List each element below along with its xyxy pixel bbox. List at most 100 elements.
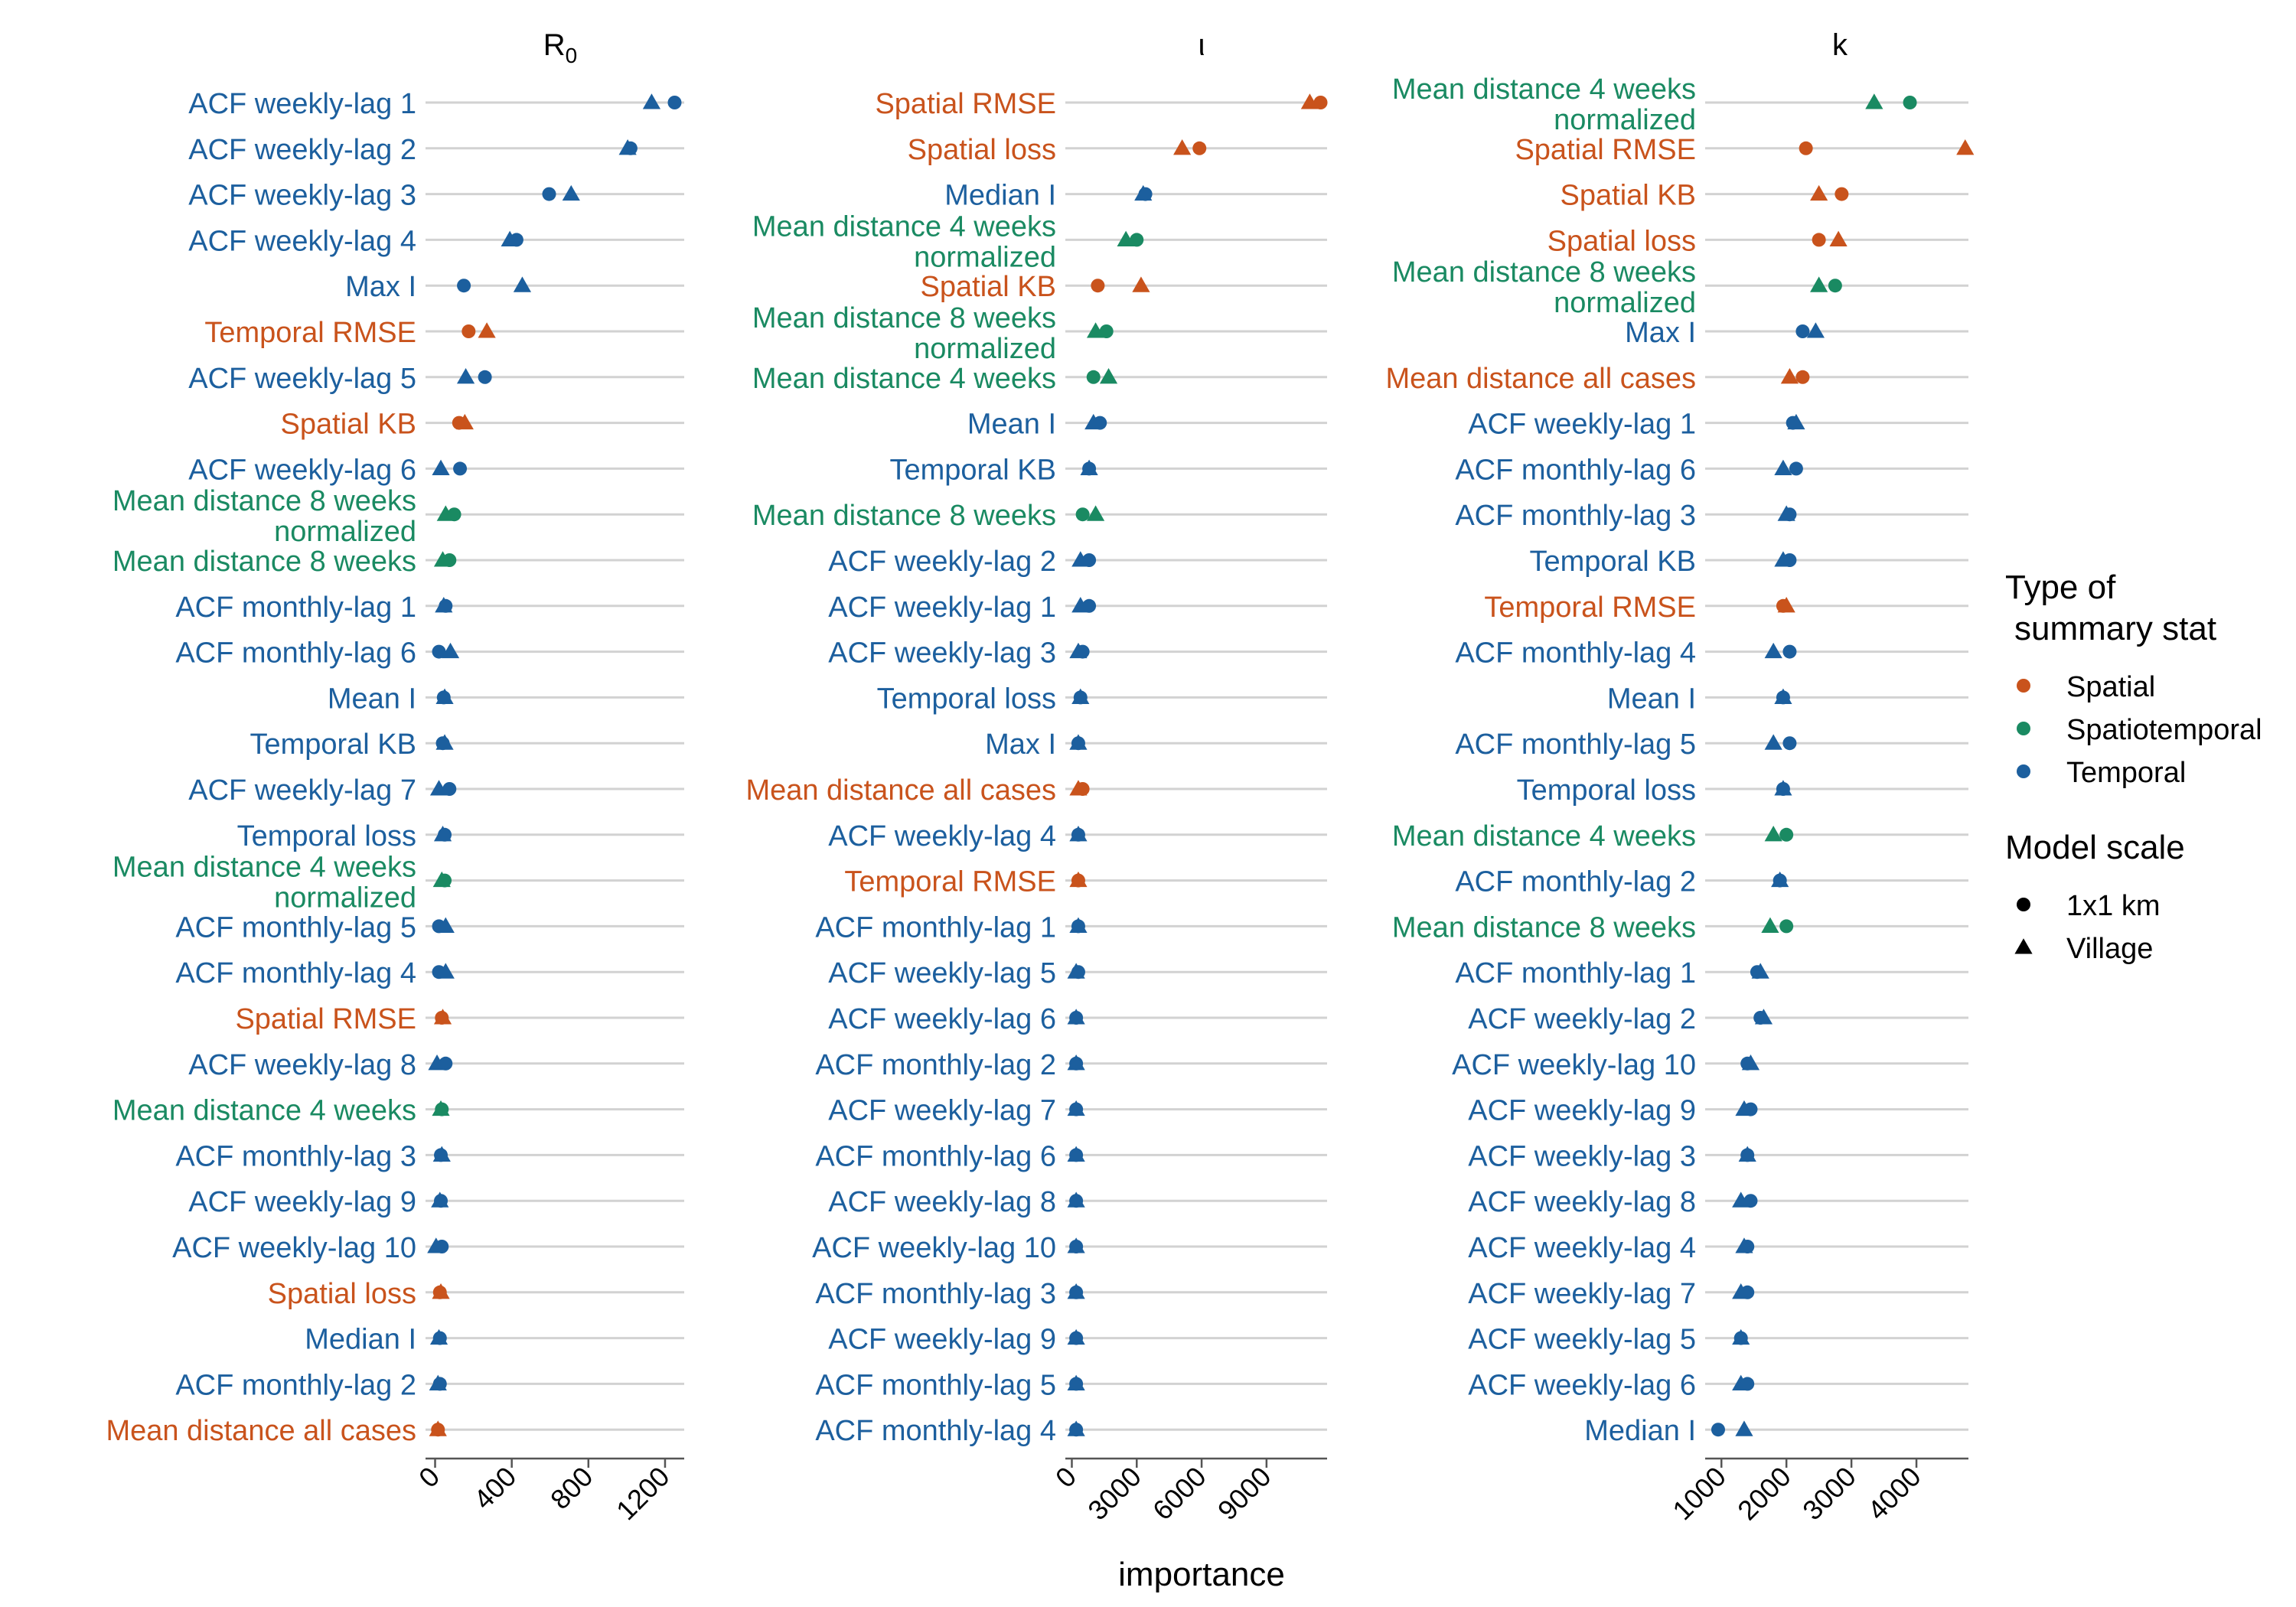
row-label: ACF monthly-lag 1	[1455, 957, 1696, 989]
point-village	[1732, 1283, 1750, 1299]
point-1x1km	[1835, 187, 1849, 201]
row-label: ACF weekly-lag 9	[1468, 1095, 1696, 1127]
row-label: Mean distance all cases	[1385, 363, 1696, 395]
row-label: Mean distance 8 weeks	[113, 546, 416, 578]
point-village	[456, 368, 475, 384]
point-village	[1956, 139, 1975, 155]
point-village	[1067, 1054, 1085, 1071]
point-village	[1764, 642, 1782, 659]
point-village	[1777, 597, 1795, 613]
point-1x1km	[1779, 919, 1794, 934]
row-label: ACF weekly-lag 8	[828, 1186, 1056, 1218]
point-village	[1751, 963, 1769, 979]
panel-title: ι	[1199, 28, 1205, 62]
point-1x1km	[1130, 233, 1144, 247]
point-village	[436, 917, 455, 933]
legend-dot-spatial	[2017, 679, 2030, 693]
x-tick-label: 1200	[610, 1461, 676, 1527]
row-label: ACF weekly-lag 6	[188, 454, 416, 486]
point-village	[1774, 688, 1792, 704]
point-village	[478, 322, 496, 338]
row-label: ACF weekly-lag 8	[1468, 1186, 1696, 1218]
row-label: ACF weekly-lag 2	[1468, 1003, 1696, 1035]
row-label: Max I	[345, 271, 416, 303]
row-label: Mean distance 4 weeks	[113, 1095, 416, 1127]
x-tick-label: 0	[413, 1461, 445, 1494]
point-village	[431, 1191, 449, 1208]
point-village	[1086, 505, 1105, 521]
row-label-line: Mean distance 4 weeks	[1392, 73, 1696, 106]
row-label: ACF monthly-lag 3	[175, 1140, 416, 1172]
row-label-line: Mean distance 4 weeks	[113, 852, 416, 884]
row-label: ACF weekly-lag 4	[828, 820, 1056, 852]
point-village	[1732, 1374, 1750, 1390]
panel-title-subscript: 0	[566, 44, 578, 67]
point-village	[1173, 139, 1192, 155]
row-label: ACF weekly-lag 2	[828, 546, 1056, 578]
row-label: ACF weekly-lag 3	[1468, 1140, 1696, 1172]
legend-shape-circle	[2017, 898, 2030, 911]
legend-scale-title: Model scale	[2005, 829, 2185, 866]
row-label: ACF monthly-lag 4	[175, 957, 416, 989]
row-label: ACF monthly-lag 4	[815, 1415, 1056, 1447]
point-1x1km	[1086, 370, 1101, 384]
row-label: Temporal loss	[1517, 774, 1696, 807]
point-village	[1732, 1191, 1750, 1208]
point-village	[1764, 826, 1782, 842]
row-label-line: normalized	[274, 882, 416, 914]
row-label: ACF monthly-lag 2	[815, 1049, 1056, 1081]
row-label-line: normalized	[1554, 104, 1696, 136]
point-village	[1735, 1420, 1753, 1436]
facet-panels: R0 ACF weekly-lag 1 ACF weekly-lag 2 ACF we…	[106, 28, 1975, 1527]
point-village	[432, 1146, 451, 1162]
x-tick-label: 1000	[1666, 1461, 1732, 1527]
point-village	[1067, 1283, 1085, 1299]
legend-label-scale: 1x1 km	[2066, 890, 2160, 922]
legend-dot-temporal	[2017, 764, 2030, 778]
point-1x1km	[1782, 736, 1797, 751]
row-label: Temporal RMSE	[204, 317, 416, 349]
row-label-line: normalized	[274, 516, 416, 548]
x-tick-label: 800	[544, 1461, 598, 1515]
legend-shape-triangle	[2014, 938, 2033, 954]
point-village	[1117, 230, 1135, 246]
point-village	[1071, 551, 1090, 567]
legend-label-spatial: Spatial	[2066, 671, 2155, 703]
row-label: Mean distance all cases	[106, 1415, 416, 1447]
point-1x1km	[1789, 461, 1803, 476]
point-village	[1738, 1146, 1756, 1162]
point-1x1km	[1903, 96, 1917, 109]
point-village	[1865, 93, 1883, 109]
row-label: ACF monthly-lag 5	[815, 1369, 1056, 1401]
row-label: Mean distance 8 weeks	[752, 500, 1056, 532]
row-label: Temporal loss	[237, 820, 416, 852]
point-village	[1735, 1100, 1753, 1116]
x-tick-label: 3000	[1796, 1461, 1862, 1527]
point-1x1km	[1099, 324, 1114, 338]
point-village	[433, 826, 452, 842]
point-village	[1069, 826, 1088, 842]
point-village	[1764, 734, 1782, 750]
row-label: ACF monthly-lag 2	[1455, 866, 1696, 898]
point-1x1km	[478, 370, 492, 384]
point-1x1km	[1812, 233, 1826, 247]
row-label: Temporal KB	[249, 729, 416, 761]
row-label: ACF weekly-lag 10	[172, 1232, 416, 1264]
row-label: Temporal KB	[889, 454, 1056, 486]
row-label: ACF weekly-lag 1	[1468, 409, 1696, 441]
row-label: Spatial loss	[268, 1278, 416, 1310]
row-label: Spatial KB	[1561, 180, 1696, 212]
point-village	[1067, 1420, 1085, 1436]
row-label: Spatial KB	[921, 271, 1056, 303]
row-label: Max I	[1625, 317, 1696, 349]
row-label: ACF weekly-lag 4	[188, 225, 416, 257]
point-village	[435, 734, 454, 750]
point-village	[428, 1054, 446, 1071]
point-village	[1084, 413, 1103, 430]
legend-scale-items: 1x1 km Village	[2014, 890, 2160, 965]
point-1x1km	[1799, 141, 1813, 155]
row-label: ACF weekly-lag 10	[812, 1232, 1056, 1264]
row-label: ACF weekly-lag 8	[188, 1049, 416, 1081]
row-label: ACF weekly-lag 7	[1468, 1278, 1696, 1310]
x-tick-label: 6000	[1146, 1461, 1212, 1527]
